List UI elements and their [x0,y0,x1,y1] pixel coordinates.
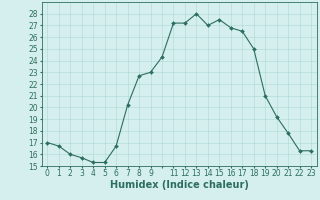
X-axis label: Humidex (Indice chaleur): Humidex (Indice chaleur) [110,180,249,190]
